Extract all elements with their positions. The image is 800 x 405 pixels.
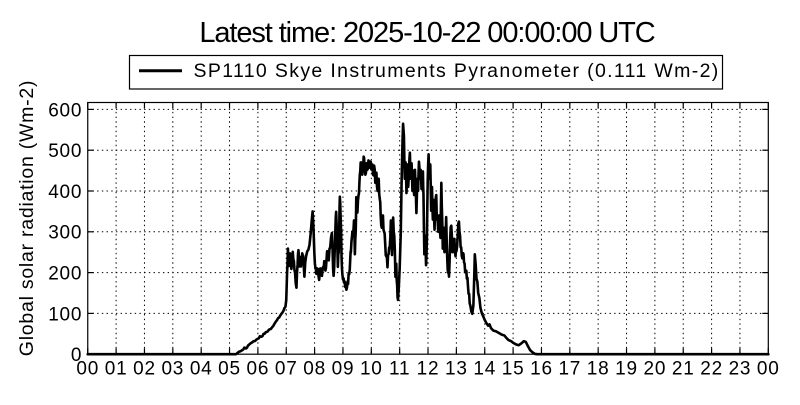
svg-text:07: 07 <box>275 359 298 380</box>
svg-text:14: 14 <box>473 359 496 380</box>
svg-text:SP1110 Skye Instruments Pyrano: SP1110 Skye Instruments Pyranometer (0.1… <box>194 60 720 82</box>
svg-text:400: 400 <box>48 182 82 203</box>
svg-text:16: 16 <box>530 359 553 380</box>
svg-text:300: 300 <box>48 223 82 244</box>
svg-text:04: 04 <box>190 359 213 380</box>
svg-text:600: 600 <box>48 100 82 121</box>
svg-text:100: 100 <box>48 304 82 325</box>
svg-text:Global solar radiation (Wm-2): Global solar radiation (Wm-2) <box>16 80 38 356</box>
svg-text:18: 18 <box>587 359 610 380</box>
svg-text:17: 17 <box>558 359 581 380</box>
svg-text:02: 02 <box>133 359 156 380</box>
svg-text:03: 03 <box>161 359 184 380</box>
svg-text:19: 19 <box>615 359 638 380</box>
svg-text:23: 23 <box>729 359 752 380</box>
svg-text:05: 05 <box>218 359 241 380</box>
svg-text:500: 500 <box>48 141 82 162</box>
svg-text:20: 20 <box>644 359 667 380</box>
svg-text:13: 13 <box>445 359 468 380</box>
svg-text:21: 21 <box>672 359 695 380</box>
svg-text:Latest time: 2025-10-22 00:00:: Latest time: 2025-10-22 00:00:00 UTC <box>199 17 654 49</box>
svg-text:08: 08 <box>303 359 326 380</box>
svg-text:01: 01 <box>105 359 128 380</box>
svg-text:10: 10 <box>360 359 383 380</box>
svg-text:200: 200 <box>48 264 82 285</box>
svg-text:00: 00 <box>76 359 99 380</box>
svg-text:09: 09 <box>332 359 355 380</box>
svg-text:12: 12 <box>417 359 440 380</box>
svg-text:00: 00 <box>757 359 780 380</box>
svg-text:15: 15 <box>502 359 525 380</box>
svg-text:22: 22 <box>700 359 723 380</box>
svg-text:0: 0 <box>71 345 82 366</box>
svg-text:06: 06 <box>247 359 270 380</box>
svg-text:11: 11 <box>389 359 410 380</box>
